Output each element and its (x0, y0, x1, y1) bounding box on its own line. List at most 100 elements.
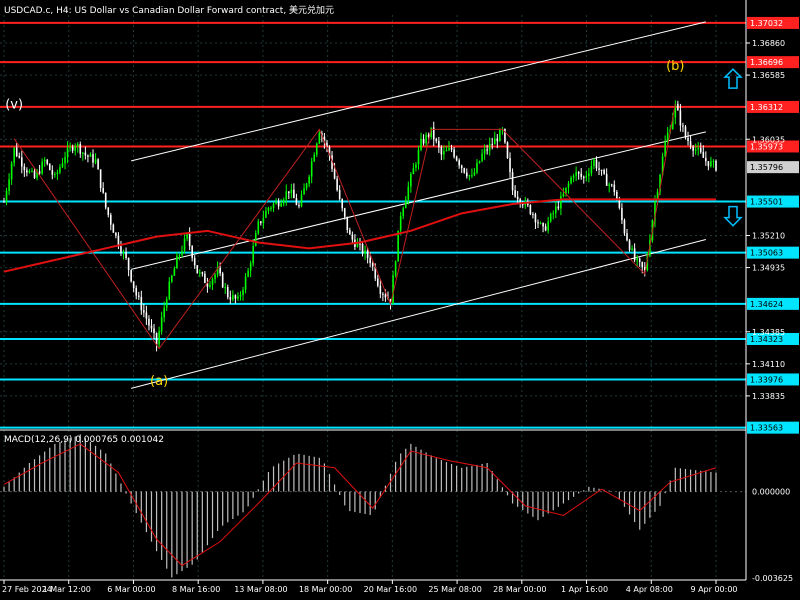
level-label: 1.36696 (750, 58, 783, 67)
candle-body (303, 188, 305, 195)
candle-body (394, 261, 397, 276)
y-tick-label: 1.33835 (752, 392, 785, 401)
candle-body (196, 265, 199, 274)
y-tick-label: 1.36585 (752, 71, 785, 80)
candle-body (298, 204, 300, 207)
candle-body (636, 258, 638, 261)
candle-body (392, 275, 394, 305)
candle-body (499, 130, 501, 142)
candle-body (699, 148, 702, 153)
channel-line (131, 21, 706, 162)
candle-body (445, 150, 448, 152)
candle-body (117, 235, 120, 247)
candle-body (31, 170, 33, 172)
candle-body (275, 201, 277, 204)
candle-body (562, 194, 565, 197)
candle-body (580, 173, 583, 177)
candle-body (616, 191, 618, 201)
candle-body (110, 214, 112, 225)
candle-body (453, 149, 455, 157)
channel-line (131, 131, 706, 270)
candle-body (41, 161, 43, 174)
candle-body (5, 190, 8, 202)
candle-body (382, 293, 384, 295)
candle-body (471, 175, 473, 177)
candle-body (186, 233, 188, 239)
level-tag (747, 16, 799, 29)
candle-body (455, 156, 458, 161)
candle-body (656, 191, 659, 202)
candle-body (135, 288, 138, 296)
candle-body (399, 215, 402, 231)
candle-body (209, 284, 211, 287)
candle-body (125, 251, 127, 258)
candle-body (84, 152, 87, 156)
candle-body (38, 171, 41, 174)
candle-body (412, 168, 415, 175)
candle-body (257, 221, 260, 234)
candle-body (99, 169, 102, 189)
candle-body (219, 268, 221, 274)
candle-body (160, 317, 163, 332)
candle-body (705, 157, 707, 162)
candle-body (206, 282, 209, 287)
candle-body (641, 261, 644, 268)
candle-body (369, 257, 371, 264)
candle-body (529, 205, 532, 214)
candle-body (588, 173, 590, 176)
candle-body (448, 147, 450, 151)
candle-body (8, 179, 10, 191)
candle-body (308, 176, 310, 184)
candle-body (575, 172, 577, 176)
candle-body (92, 154, 94, 163)
candle-body (552, 213, 555, 215)
candle-body (430, 127, 432, 137)
candle-body (466, 172, 468, 177)
candle-body (677, 103, 679, 111)
candle-body (679, 110, 682, 126)
candle-body (26, 170, 28, 173)
candle-body (582, 176, 585, 178)
candle-body (712, 160, 715, 162)
candle-body (21, 157, 23, 167)
candle-body (351, 234, 354, 240)
candle-body (661, 156, 664, 175)
horizontal-levels: 1.37032 1.36696 1.36312 1.35973 1.35501 1.350… (0, 16, 799, 434)
candle-body (66, 147, 69, 158)
level-tag (747, 100, 799, 113)
candle-body (295, 198, 298, 205)
y-tick-label: 1.36035 (752, 135, 785, 144)
candle-body (262, 217, 265, 224)
candle-body (300, 194, 303, 207)
candle-body (346, 216, 349, 230)
candle-body (165, 299, 168, 308)
candle-body (565, 187, 567, 195)
candle-body (476, 162, 478, 173)
candle-body (422, 138, 425, 144)
candle-body (323, 136, 326, 143)
macd-panel (0, 434, 746, 578)
candle-body (547, 221, 549, 231)
level-label: 1.37032 (750, 19, 783, 28)
candle-body (506, 142, 509, 159)
candle-body (140, 297, 143, 311)
moving-average (3, 198, 716, 273)
candle-body (707, 161, 710, 167)
candle-body (516, 196, 519, 200)
candle-body (463, 168, 466, 173)
current-price-tag (747, 161, 799, 174)
candle-body (148, 318, 150, 326)
candle-body (664, 141, 666, 157)
candle-body (173, 268, 176, 276)
candle-body (79, 144, 82, 154)
candle-body (64, 157, 66, 164)
candle-body (631, 248, 633, 250)
candle-body (61, 163, 64, 168)
candle-body (145, 312, 148, 319)
y-tick-label: 1.34385 (752, 328, 785, 337)
candle-body (163, 307, 165, 318)
candle-body (560, 196, 562, 209)
candle-body (435, 139, 438, 141)
candle-body (331, 155, 333, 169)
